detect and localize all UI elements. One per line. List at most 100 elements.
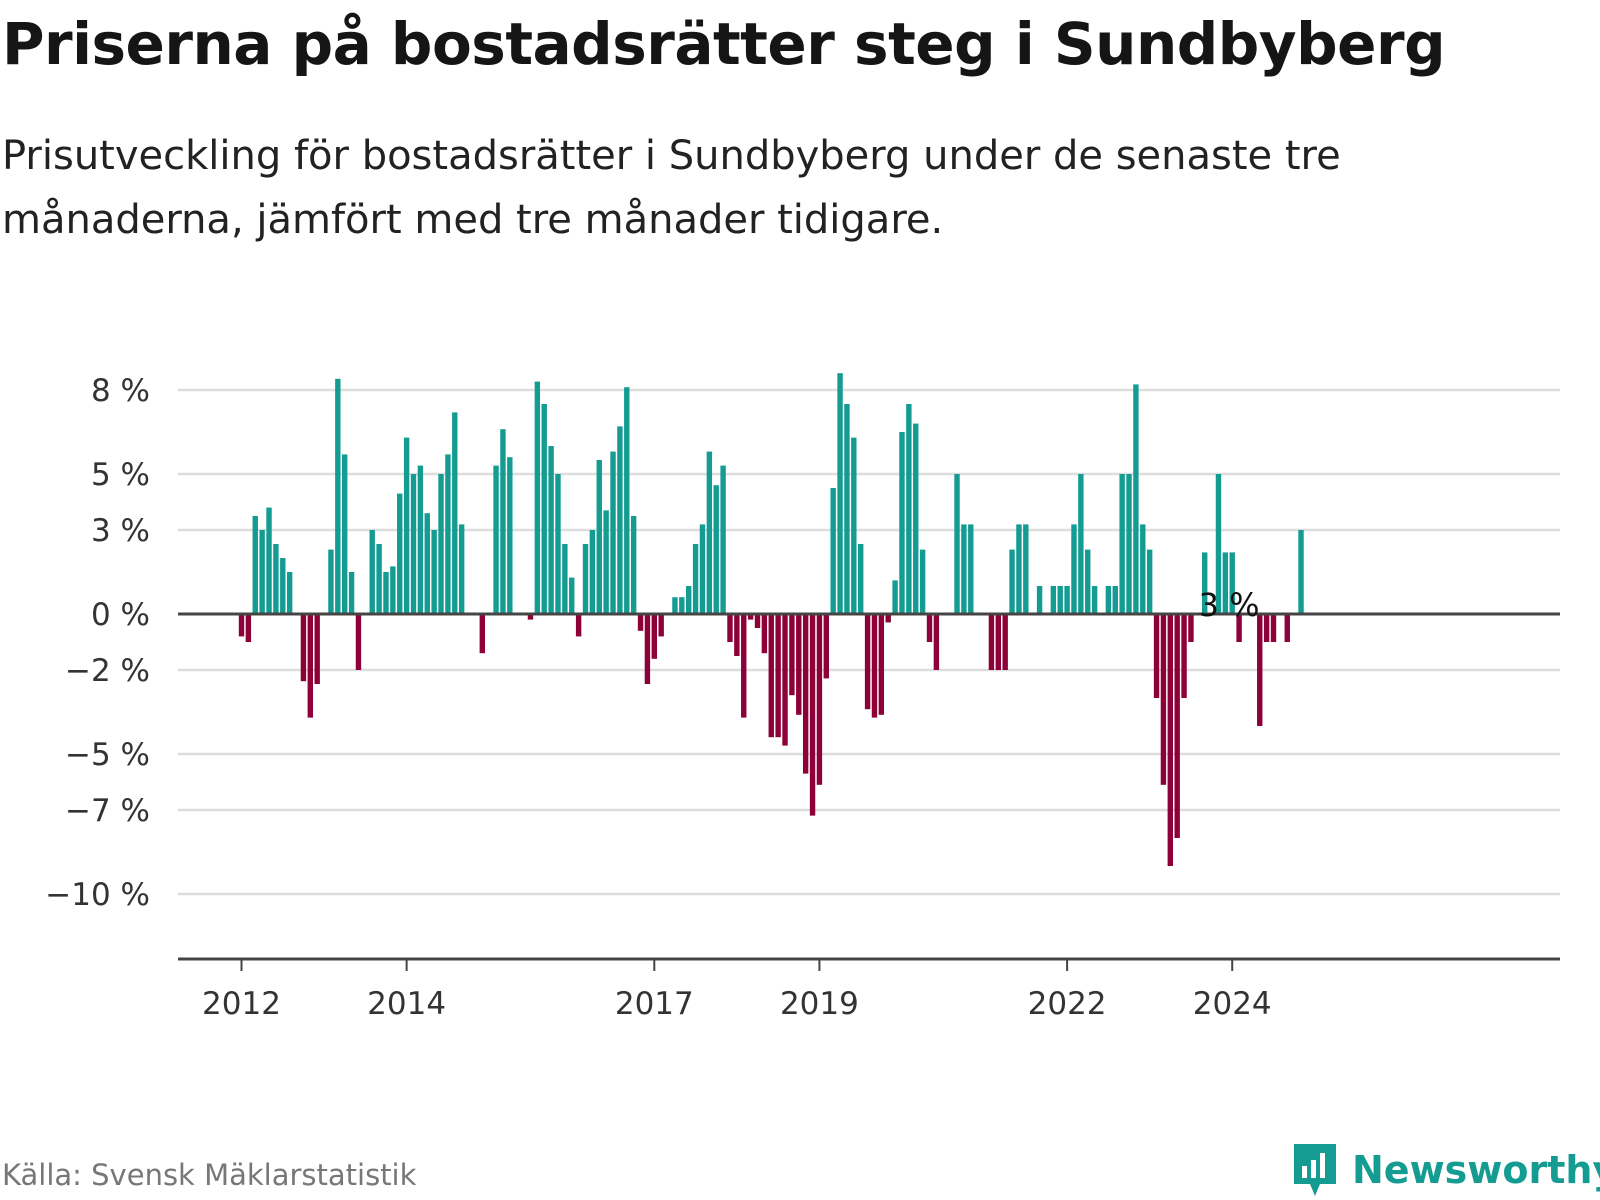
bar	[844, 404, 850, 614]
bar	[830, 488, 836, 614]
bar	[376, 544, 382, 614]
latest-value-label: 3 %	[1199, 586, 1260, 624]
bar	[445, 454, 451, 614]
bar	[1119, 474, 1125, 614]
bar	[1153, 614, 1160, 698]
bar	[954, 474, 960, 614]
bar	[1263, 614, 1270, 642]
bar	[713, 485, 719, 614]
bar	[335, 378, 341, 614]
bar	[789, 614, 795, 696]
bar	[1050, 586, 1057, 614]
bar	[995, 614, 1001, 670]
bar	[809, 614, 816, 816]
bar	[548, 446, 554, 614]
bar	[1202, 552, 1208, 614]
bar	[273, 544, 279, 614]
bar	[782, 614, 788, 746]
bar	[438, 474, 444, 614]
bar	[596, 460, 602, 614]
bar	[1105, 586, 1112, 614]
bar	[699, 524, 706, 614]
bar	[1215, 474, 1222, 614]
bar	[403, 437, 410, 614]
bar	[630, 516, 637, 614]
bar	[988, 614, 995, 670]
bar	[458, 524, 465, 614]
bar	[252, 516, 258, 614]
bar	[878, 614, 885, 715]
bar	[720, 465, 726, 614]
bar	[417, 465, 424, 614]
bar	[658, 614, 664, 637]
x-tick-label: 2014	[367, 986, 446, 1022]
bar	[1167, 614, 1173, 866]
bar	[493, 465, 499, 614]
y-tick-label: 3 %	[91, 513, 150, 549]
bar	[534, 381, 541, 614]
chart-subtitle: Prisutveckling för bostadsrätter i Sundb…	[2, 133, 1341, 243]
bar	[1023, 524, 1029, 614]
bar	[1257, 614, 1263, 726]
bar	[307, 614, 313, 718]
bar	[892, 580, 898, 614]
bar	[527, 614, 534, 620]
bar	[747, 614, 754, 620]
bar	[734, 614, 740, 656]
bar	[452, 412, 458, 614]
newsworthy-logo-icon	[1294, 1144, 1336, 1196]
newsworthy-logo-text: Newsworthy	[1352, 1148, 1600, 1192]
bar	[1036, 586, 1043, 614]
bar	[796, 614, 802, 715]
bar	[706, 451, 713, 614]
bar	[1071, 524, 1077, 614]
bar	[727, 614, 733, 642]
y-tick-label: −2 %	[65, 653, 150, 689]
bar	[968, 524, 974, 614]
bar	[913, 423, 919, 614]
bar	[280, 558, 286, 614]
chart-title: Priserna på bostadsrätter steg i Sundbyb…	[2, 10, 1446, 78]
bar	[390, 566, 396, 614]
x-tick-label: 2012	[202, 986, 281, 1022]
bar	[1064, 586, 1070, 614]
x-tick-label: 2024	[1193, 986, 1272, 1022]
bar	[926, 614, 933, 642]
bar	[1146, 549, 1153, 614]
bar	[816, 614, 823, 785]
bar	[1085, 549, 1091, 614]
y-tick-label: 0 %	[91, 597, 150, 633]
bar	[802, 614, 809, 774]
bar	[1091, 586, 1098, 614]
bar	[555, 474, 561, 614]
x-tick-label: 2019	[780, 986, 859, 1022]
bar	[1236, 614, 1242, 642]
bar	[1284, 614, 1290, 642]
bar	[314, 614, 320, 684]
source-credit: Källa: Svensk Mäklarstatistik	[2, 1158, 417, 1192]
bar	[541, 404, 547, 614]
bar	[754, 614, 761, 628]
bar	[575, 614, 582, 637]
bar	[637, 614, 644, 631]
bar	[369, 530, 375, 614]
bar	[686, 586, 692, 614]
bar	[741, 614, 747, 718]
bar	[424, 513, 430, 614]
bar	[933, 614, 940, 670]
bar	[1140, 524, 1146, 614]
bar	[610, 451, 616, 614]
bar	[348, 572, 355, 614]
bar	[624, 387, 630, 614]
newsworthy-logo: Newsworthy	[1290, 1140, 1600, 1200]
bar	[644, 614, 651, 684]
bar	[562, 544, 568, 614]
bar	[864, 614, 871, 710]
y-tick-label: −5 %	[65, 737, 150, 773]
bar	[1160, 614, 1167, 785]
bar	[1174, 614, 1180, 838]
bar	[1270, 614, 1277, 642]
bar	[1126, 474, 1132, 614]
bar	[1181, 614, 1187, 698]
bar	[431, 530, 437, 614]
